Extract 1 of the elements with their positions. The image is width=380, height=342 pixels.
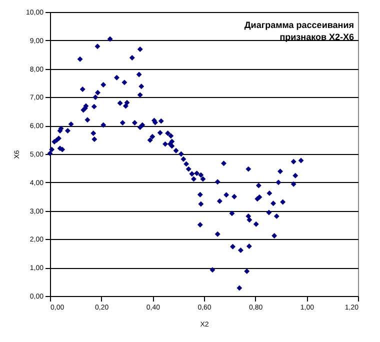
text: Диаграмма рассеивания признаков X2-X6 [244, 20, 354, 42]
